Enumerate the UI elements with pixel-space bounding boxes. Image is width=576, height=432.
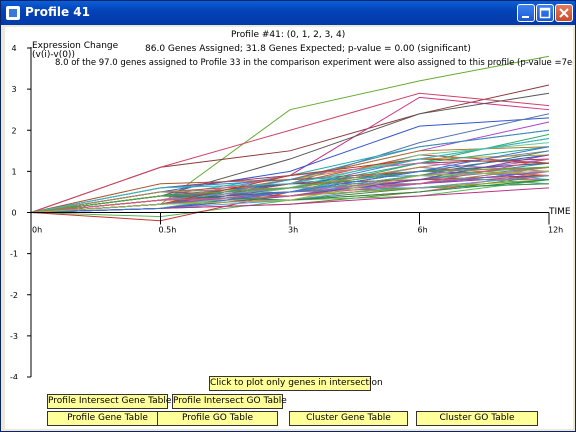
title-bar[interactable]: Profile 41 [1,1,575,25]
y-tick-label: -2 [10,291,18,300]
window-title: Profile 41 [25,5,90,19]
gene-series-line [30,92,550,213]
x-tick-label: 0h [32,226,42,235]
y-tick-label: -4 [10,373,18,379]
gene-series-line [30,170,550,213]
profile-intersect-gene-table-button[interactable]: Profile Intersect Gene Table [47,394,171,409]
gene-series-line [30,174,550,213]
close-button[interactable] [555,4,573,22]
profile-header-line2: 86.0 Genes Assigned; 31.8 Genes Expected… [145,44,471,54]
maximize-button[interactable] [536,4,554,22]
y-tick-label: -1 [10,250,18,259]
x-tick-label: 12h [548,226,563,235]
gene-series-line [30,150,550,213]
profile-header-line1: Profile #41: (0, 1, 2, 3, 4) [231,30,345,40]
cluster-gene-table-button[interactable]: Cluster Gene Table [289,411,408,426]
x-tick-layer: 0h 0.5h 3h 6h 12h [30,212,563,235]
gene-series-line [30,166,550,213]
profile-gene-table-button[interactable]: Profile Gene Table [47,411,168,426]
y-tick-label: 4 [11,44,16,53]
x-axis-label: TIME [548,207,571,217]
gene-series-line [30,92,550,213]
y-tick-label: 1 [11,167,16,176]
gene-series-line [30,137,550,213]
y-axis-label: Expression Change [32,41,119,51]
gene-series-line [30,121,550,213]
x-tick-label: 3h [288,226,298,235]
y-tick-label: 3 [11,85,16,94]
profile-header-line3: 8.0 of the 97.0 genes assigned to Profil… [55,58,573,68]
y-tick-layer: 4 3 2 1 0 -1 -2 -3 -4 [10,44,31,382]
cluster-go-table-button[interactable]: Cluster GO Table [416,411,538,426]
y-axis-label-formula: (v(i)-v(0)) [32,50,75,60]
gene-series-line [30,158,550,213]
app-icon [6,6,20,20]
y-tick-label: 2 [11,126,16,135]
gene-series-line [30,174,550,213]
y-tick-label: 0 [11,209,16,218]
x-tick-label: 0.5h [159,226,177,235]
y-tick-label: -3 [10,332,18,341]
plot-intersection-button[interactable]: Click to plot only genes in intersection [209,376,383,391]
series-layer [30,55,550,222]
minimize-button[interactable] [517,4,535,22]
profile-go-table-button[interactable]: Profile GO Table [157,411,278,426]
gene-series-line [30,174,550,213]
close-icon [559,8,569,18]
gene-series-line [30,174,550,213]
gene-series-line [30,150,550,213]
gene-series-line [30,146,550,213]
gene-series-line [30,174,550,213]
profile-chart: 4 3 2 1 0 -1 -2 -3 -4 0h 0.5h 3h 6h 12h Profile #41:… [10,30,576,382]
x-tick-label: 6h [418,226,428,235]
profile-plot-panel: 4 3 2 1 0 -1 -2 -3 -4 0h 0.5h 3h 6h 12h Profile #41:… [5,27,576,429]
profile-intersect-go-table-button[interactable]: Profile Intersect GO Table [172,394,287,409]
maximize-icon [539,7,551,19]
gene-series-line [30,174,550,213]
minimize-icon [522,16,529,18]
